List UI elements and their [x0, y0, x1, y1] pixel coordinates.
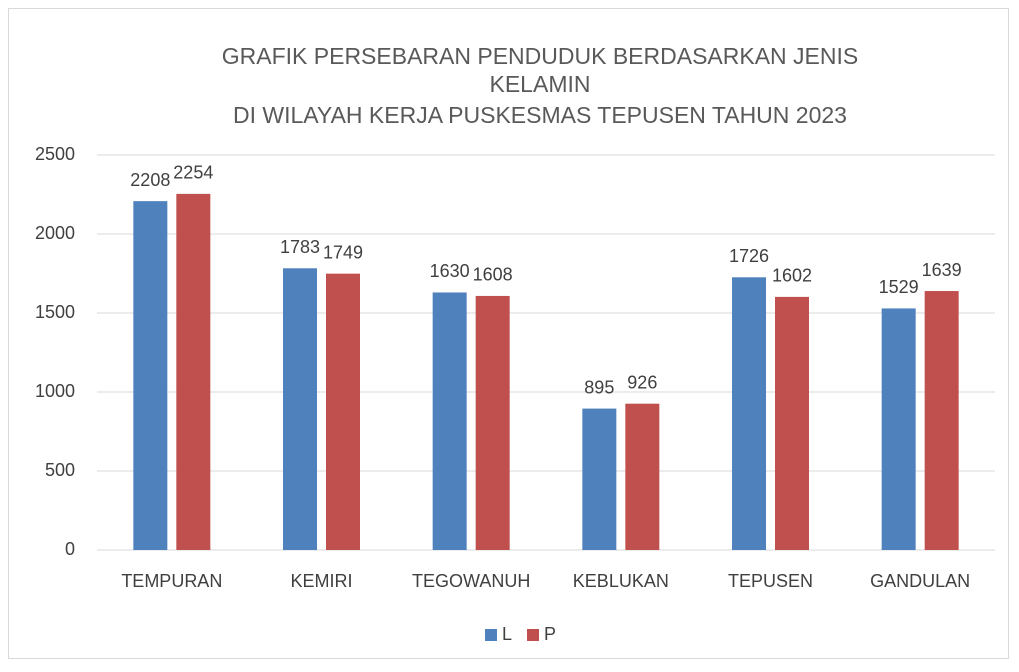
data-label: 926: [627, 372, 657, 392]
bar: [582, 408, 617, 550]
data-label: 1639: [922, 260, 962, 280]
x-tick-label: KEMIRI: [290, 571, 352, 591]
x-tick-label: TEMPURAN: [121, 571, 222, 591]
bar: [176, 193, 211, 551]
y-tick-label: 2500: [35, 144, 75, 164]
legend-swatch: [485, 629, 497, 641]
legend-swatch: [527, 629, 539, 641]
y-tick-label: 0: [65, 539, 75, 559]
chart-title: GRAFIK PERSEBARAN PENDUDUK BERDASARKAN J…: [222, 43, 858, 69]
legend-label: P: [544, 624, 556, 644]
data-label: 2254: [173, 163, 213, 183]
data-label: 1726: [729, 246, 769, 266]
y-tick-label: 1000: [35, 381, 75, 401]
bar: [881, 308, 916, 550]
x-tick-label: TEGOWANUH: [412, 571, 530, 591]
bar: [133, 201, 168, 551]
data-label: 1749: [323, 242, 363, 262]
bar: [732, 277, 766, 550]
legend-label: L: [502, 624, 512, 644]
y-tick-label: 1500: [35, 302, 75, 322]
data-label: 1602: [772, 266, 812, 286]
bar: [432, 292, 467, 550]
x-tick-label: GANDULAN: [870, 571, 970, 591]
chart-title: DI WILAYAH KERJA PUSKESMAS TEPUSEN TAHUN…: [233, 102, 847, 128]
bar: [775, 296, 809, 550]
y-tick-label: 2000: [35, 223, 75, 243]
y-tick-label: 500: [45, 460, 75, 480]
data-label: 1608: [473, 265, 513, 285]
data-label: 2208: [130, 170, 170, 190]
bar: [326, 273, 360, 550]
data-label: 895: [584, 377, 614, 397]
chart-title: KELAMIN: [490, 71, 591, 97]
data-label: 1783: [280, 237, 320, 257]
x-tick-label: KEBLUKAN: [573, 571, 669, 591]
data-label: 1630: [430, 261, 470, 281]
bar: [475, 295, 510, 550]
x-tick-label: TEPUSEN: [728, 571, 813, 591]
data-label: 1529: [879, 277, 919, 297]
bar: [625, 403, 660, 550]
bar: [924, 291, 959, 550]
bar: [283, 268, 317, 550]
